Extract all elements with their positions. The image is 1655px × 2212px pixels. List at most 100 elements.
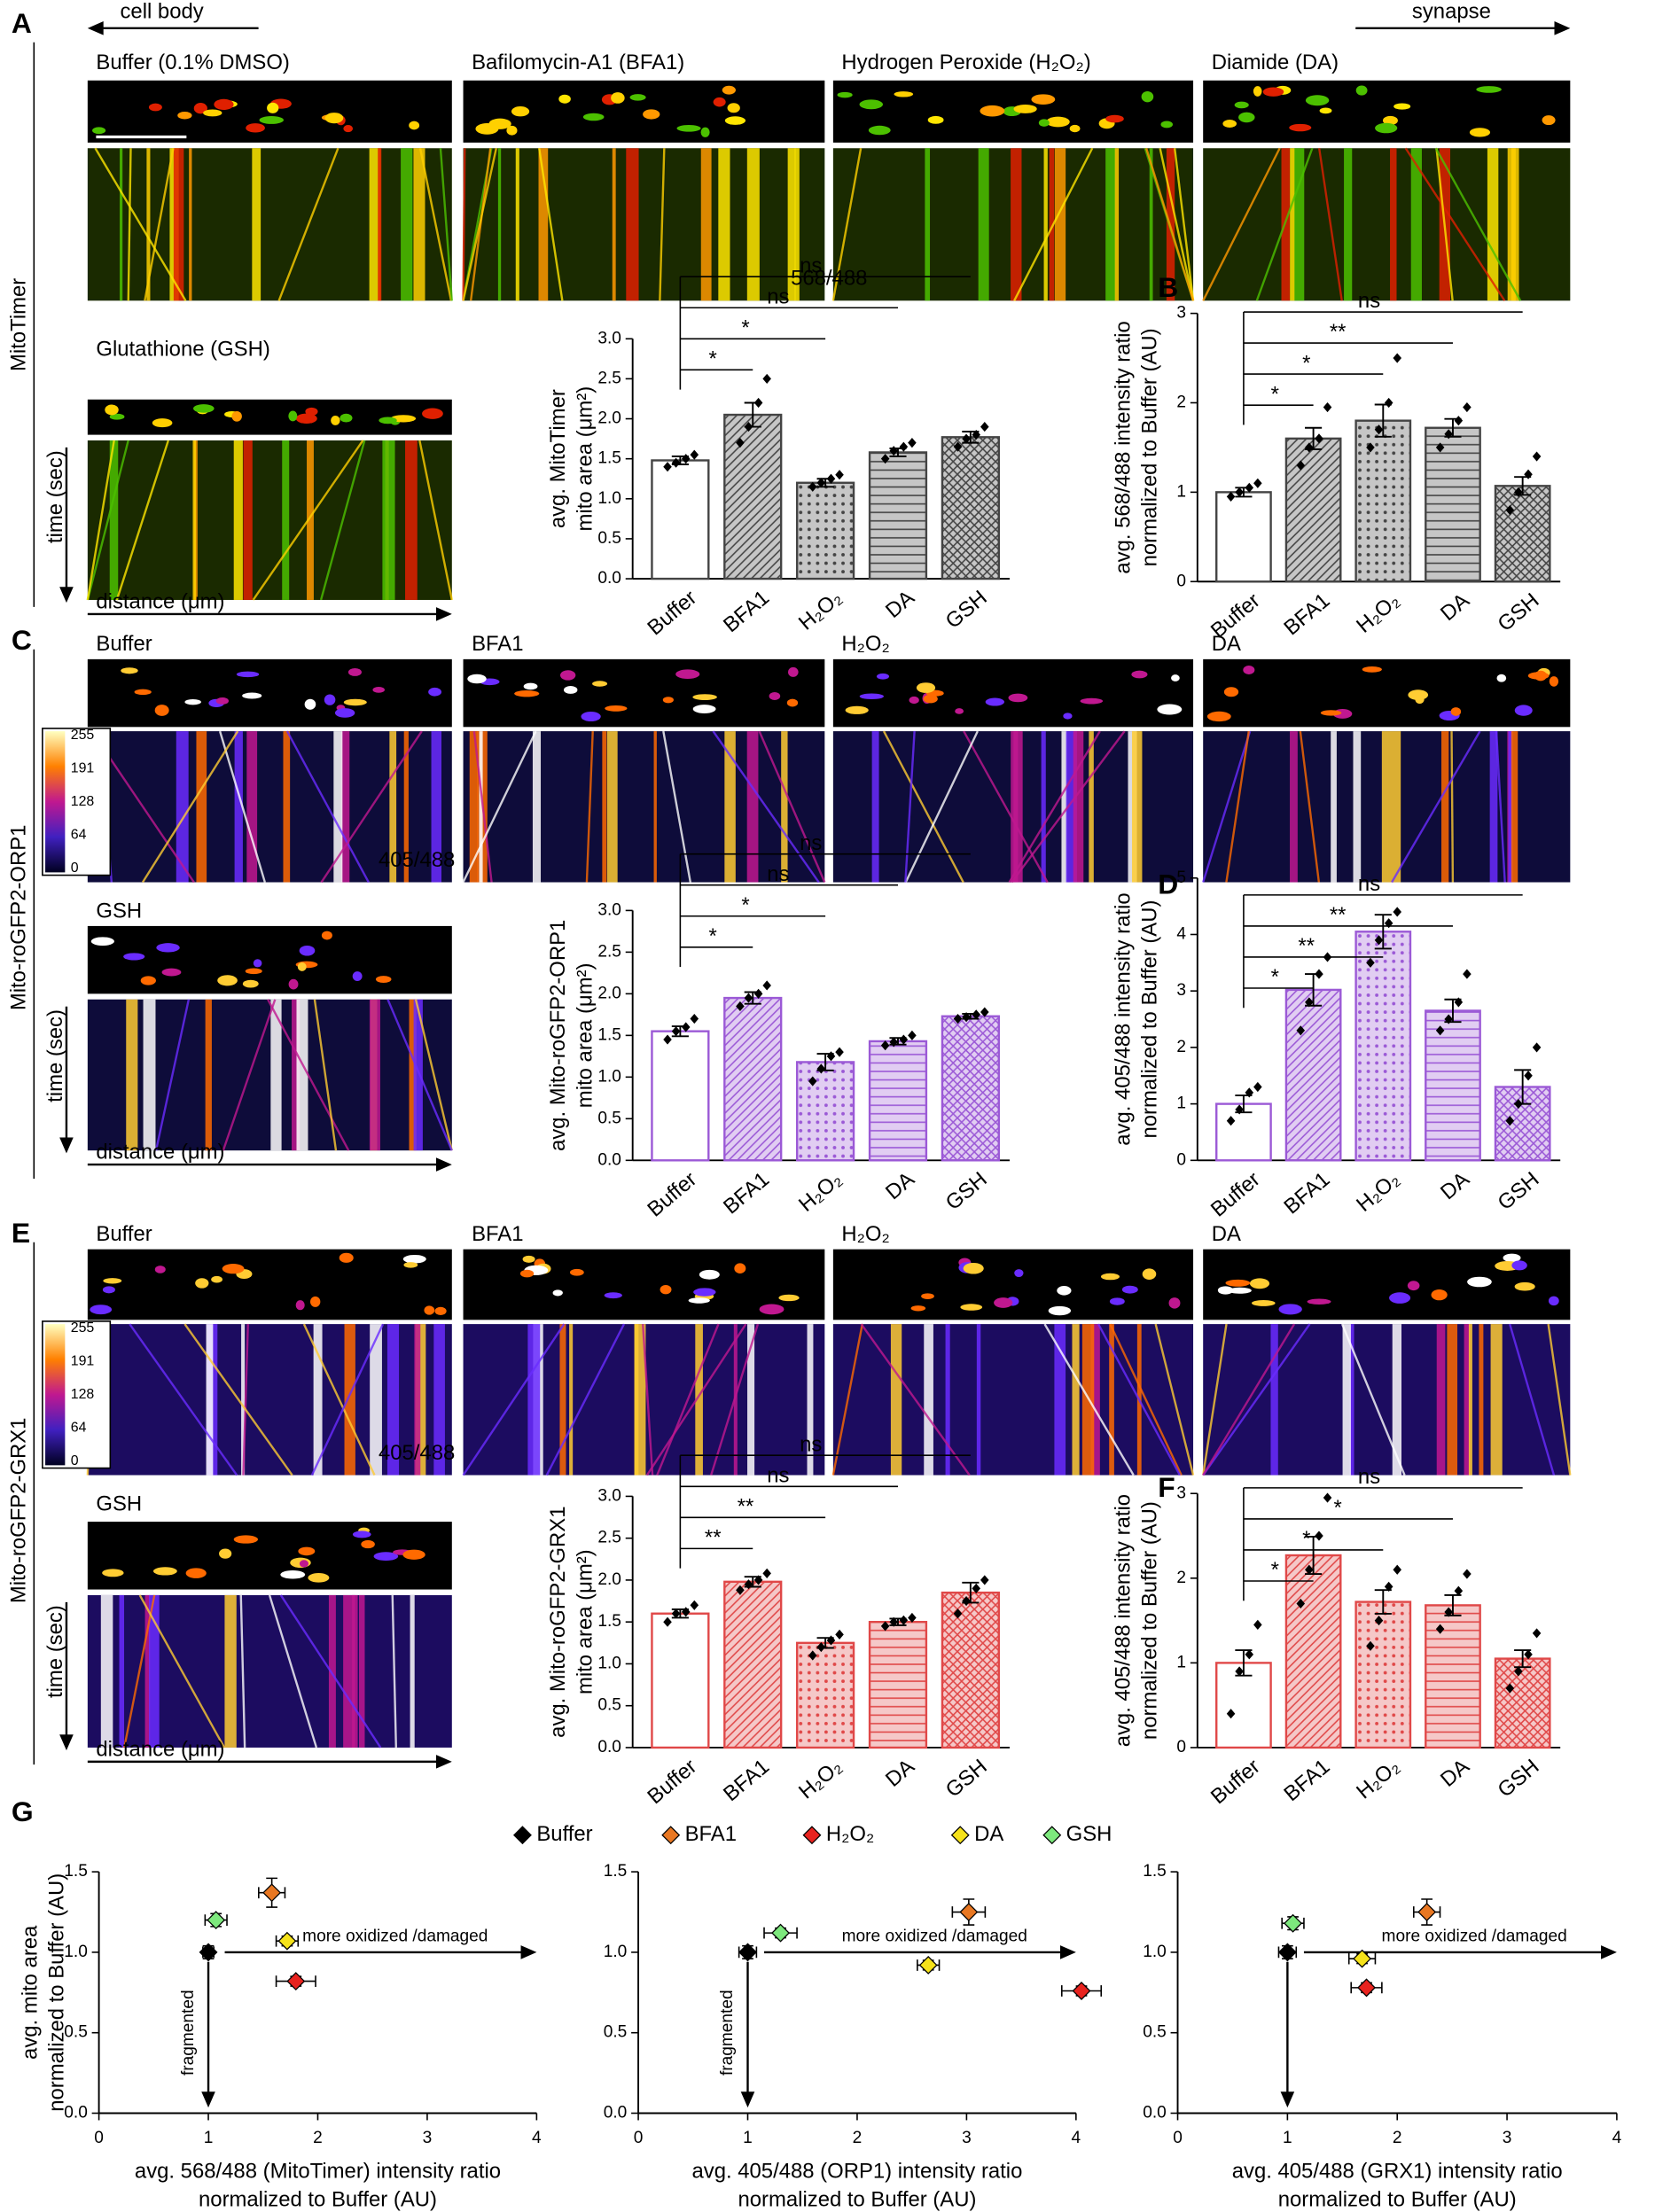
image-blob (231, 410, 242, 422)
data-point (816, 478, 826, 488)
image-blob (769, 691, 781, 701)
image-blob (727, 103, 740, 113)
image-blob (1206, 711, 1231, 722)
image-blob (259, 116, 284, 124)
y-tick-label: 0.5 (597, 1109, 621, 1127)
significance-label: ** (738, 1494, 754, 1518)
significance-label: ns (1358, 1465, 1380, 1489)
kymograph-track (860, 1323, 971, 1476)
kymograph-band (1464, 1324, 1471, 1476)
data-point (889, 446, 898, 456)
y-axis-label: avg. 568/488 intensity ratio (1111, 321, 1135, 573)
image-title: Diamide (DA) (1212, 51, 1339, 74)
y-axis-label: avg. 405/488 intensity ratio (1111, 1494, 1135, 1747)
image-title: Buffer (96, 1222, 152, 1246)
kymograph-track (656, 1323, 720, 1476)
x-tick-label: 2 (313, 2129, 323, 2147)
image-blob (402, 1254, 426, 1264)
data-point (762, 373, 771, 384)
image-blob (1307, 1298, 1331, 1305)
image-blob (1319, 107, 1332, 114)
data-point (980, 421, 989, 432)
data-point (1323, 401, 1332, 413)
kymograph-band (1270, 1324, 1278, 1476)
panel-letter: E (12, 1217, 30, 1249)
bar (1284, 988, 1342, 1162)
data-point (736, 438, 745, 448)
image-blob (242, 692, 262, 699)
kymograph-track (391, 1594, 397, 1748)
bar (1425, 1009, 1481, 1162)
data-point (972, 1583, 981, 1593)
image-blob (361, 1539, 375, 1549)
data-point (1226, 1116, 1236, 1126)
significance-label: ns (800, 1432, 822, 1456)
image-blob (1234, 101, 1249, 109)
image-strip (87, 399, 452, 435)
section-label: Mito-roGFP2-GRX1 (7, 1418, 31, 1604)
data-point (918, 1955, 938, 1974)
data-point (972, 430, 981, 440)
data-point (1524, 1071, 1533, 1081)
kymograph-band (1054, 148, 1066, 301)
kymograph-track (302, 1323, 376, 1476)
direction-label: cell body (120, 0, 203, 24)
kymograph-track (222, 999, 277, 1151)
data-point (771, 1923, 790, 1943)
data-point (1505, 1116, 1515, 1126)
kymograph-track (141, 730, 239, 884)
image-blob (1542, 115, 1556, 126)
significance-label: ns (1358, 872, 1380, 896)
kymograph-band (358, 1594, 365, 1748)
kymograph-band (724, 731, 736, 883)
y-tick-label: 0.5 (64, 2023, 88, 2042)
kymograph-track (418, 148, 453, 301)
image-blob (629, 94, 646, 101)
kymograph-band (497, 148, 502, 301)
image-blob (331, 416, 340, 425)
x-tick-label: DA (881, 586, 919, 623)
x-axis-label: avg. 405/488 (ORP1) intensity ratio (691, 2160, 1022, 2184)
data-point (953, 441, 963, 452)
kymograph-band (1489, 731, 1498, 883)
image-blob (523, 682, 538, 690)
kymograph-band (241, 1324, 246, 1476)
kymograph-track (123, 1594, 156, 1749)
kymograph-track (472, 730, 493, 883)
image-blob (1238, 112, 1255, 123)
bar (795, 481, 855, 580)
data-point (962, 433, 971, 444)
image-blob (692, 694, 717, 701)
image-blob (1168, 1297, 1181, 1309)
colorbar-tick: 64 (71, 827, 87, 842)
time-label: time (sec) (43, 1605, 67, 1698)
data-point (744, 1579, 753, 1590)
image-blob (985, 697, 1004, 706)
image-blob (352, 971, 363, 981)
data-point (1315, 969, 1323, 979)
x-tick-label: 3 (423, 2129, 433, 2147)
image-blob (134, 689, 152, 696)
arrow-head (435, 607, 452, 621)
kymograph-band (925, 148, 931, 301)
image-blob (894, 91, 914, 97)
x-tick-label: H₂O₂ (1352, 1755, 1404, 1804)
kymograph-track (252, 440, 364, 601)
data-point (1444, 1014, 1453, 1024)
image-blob (1142, 1268, 1157, 1280)
kymograph-band (945, 1324, 950, 1476)
kymograph-track (239, 1594, 246, 1748)
image-blob (246, 123, 265, 133)
kymograph-track (279, 1594, 382, 1749)
image-blob (1362, 666, 1382, 673)
kymograph-band (1041, 731, 1046, 883)
data-point (835, 1047, 844, 1057)
kymograph-band (559, 1324, 566, 1476)
image-blob (1228, 1287, 1252, 1294)
significance-label: ** (705, 1526, 722, 1550)
image-blob (1253, 86, 1262, 97)
kymograph-band (246, 731, 258, 883)
data-point (1532, 1042, 1542, 1053)
x-tick-label: GSH (1494, 588, 1544, 636)
